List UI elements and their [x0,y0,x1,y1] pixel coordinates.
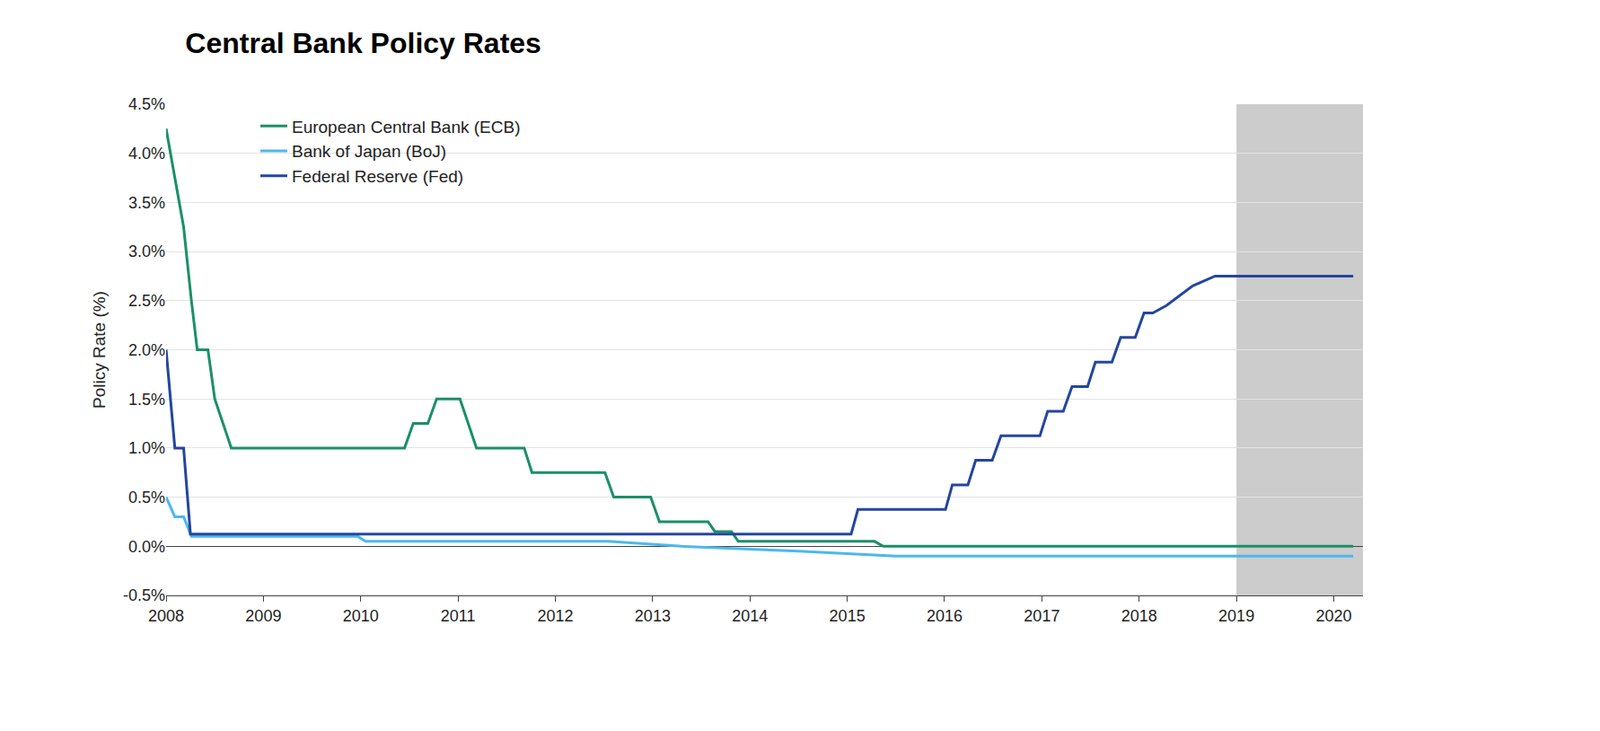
svg-text:2009: 2009 [245,606,282,625]
svg-text:2015: 2015 [829,606,866,625]
svg-text:4.5%: 4.5% [128,95,166,114]
svg-text:3.0%: 3.0% [128,242,166,261]
svg-text:2.5%: 2.5% [128,291,166,310]
svg-text:European Central Bank (ECB): European Central Bank (ECB) [291,117,521,137]
svg-text:2013: 2013 [634,606,671,625]
svg-text:2019: 2019 [1218,606,1255,625]
svg-text:2008: 2008 [148,606,185,625]
svg-text:1.5%: 1.5% [128,390,166,409]
svg-text:4.0%: 4.0% [128,144,166,163]
svg-text:0.5%: 0.5% [128,488,166,507]
svg-text:Policy Rate (%): Policy Rate (%) [89,290,109,409]
svg-text:2011: 2011 [440,606,476,625]
svg-text:Central Bank Policy Rates: Central Bank Policy Rates [184,26,542,60]
svg-text:3.5%: 3.5% [128,193,166,212]
svg-text:2020: 2020 [1315,606,1352,625]
svg-text:2012: 2012 [536,606,573,625]
svg-text:0.0%: 0.0% [128,537,166,556]
svg-text:Federal Reserve (Fed): Federal Reserve (Fed) [291,167,464,186]
svg-text:Bank of Japan (BoJ): Bank of Japan (BoJ) [291,141,447,161]
svg-text:-0.5%: -0.5% [123,586,166,605]
svg-text:1.0%: 1.0% [128,439,166,458]
svg-text:2.0%: 2.0% [128,341,166,360]
svg-text:2010: 2010 [342,606,379,625]
svg-text:2016: 2016 [926,606,963,625]
svg-text:2014: 2014 [731,606,768,625]
svg-text:2018: 2018 [1121,606,1158,625]
svg-text:2017: 2017 [1023,606,1060,625]
